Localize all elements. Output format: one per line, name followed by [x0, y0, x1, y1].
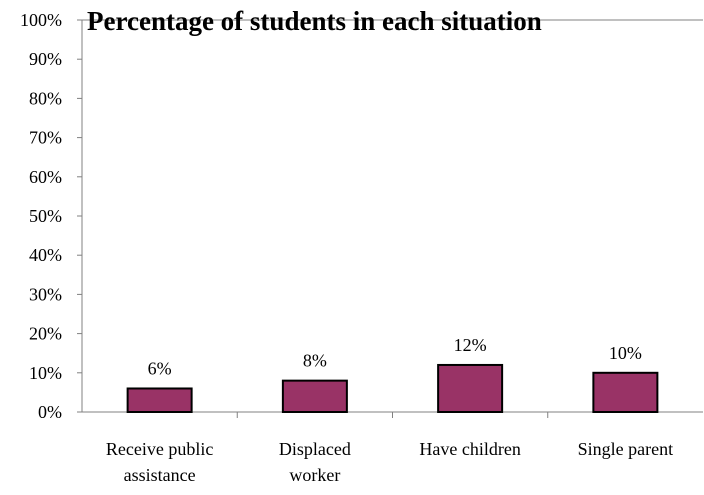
labels-layer: 6% Receive public assistance 8% Displaced wor… [106, 335, 673, 485]
data-label: 6% [148, 358, 172, 378]
y-tick-label: 30% [29, 284, 62, 304]
axes-layer: 0% 10% 20% 30% 40% 50% 60% 70% 80% 90% 100% [20, 10, 703, 422]
bar [592, 371, 659, 413]
x-tick-label: Have children [419, 439, 520, 459]
y-tick-label: 60% [29, 167, 62, 187]
y-tick-label: 20% [29, 324, 62, 344]
data-label: 10% [609, 343, 642, 363]
x-tick-label: worker [289, 465, 340, 485]
bars-layer [126, 363, 659, 414]
x-tick-label: Receive public [106, 439, 213, 459]
bar [126, 387, 193, 414]
x-tick-label: assistance [124, 465, 196, 485]
x-tick-label: Single parent [578, 439, 673, 459]
y-tick-label: 40% [29, 245, 62, 265]
y-tick-label: 50% [29, 206, 62, 226]
y-tick-label: 90% [29, 49, 62, 69]
x-tick-label: Displaced [279, 439, 351, 459]
y-tick-label: 10% [29, 363, 62, 383]
data-label: 12% [454, 335, 487, 355]
y-tick-label: 70% [29, 128, 62, 148]
y-tick-label: 100% [20, 10, 62, 30]
y-tick-label: 0% [38, 402, 62, 422]
bar [437, 363, 504, 413]
y-tick-label: 80% [29, 88, 62, 108]
chart-title: Percentage of students in each situation [87, 6, 542, 36]
data-label: 8% [303, 351, 327, 371]
bar [281, 379, 348, 414]
